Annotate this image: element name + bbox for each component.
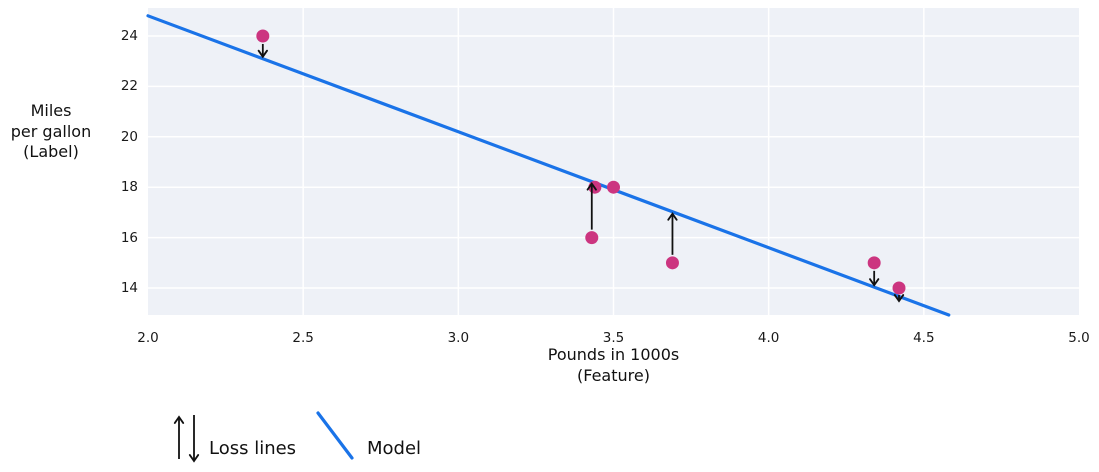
y-axis-label-line-1: Miles	[30, 101, 72, 120]
data-point	[585, 231, 599, 245]
x-tick-label: 2.5	[292, 330, 314, 346]
data-point	[665, 256, 679, 270]
model-line	[146, 14, 951, 317]
data-point	[256, 29, 270, 43]
y-tick-label: 18	[120, 179, 138, 196]
x-tick-label: 5.0	[1068, 330, 1090, 346]
x-tick-label: 3.5	[602, 330, 625, 346]
x-axis-label-line-2: (Feature)	[577, 365, 650, 385]
x-tick-label: 2.0	[137, 330, 159, 346]
data-point	[892, 281, 906, 295]
y-axis-label-line-3: (Label)	[23, 142, 79, 161]
x-tick-label: 4.5	[913, 330, 935, 346]
y-axis-label-line-2: per gallon	[10, 121, 92, 141]
legend-loss-lines-label: Loss lines	[209, 438, 297, 459]
y-tick-label: 14	[120, 280, 138, 297]
data-point	[588, 180, 602, 194]
x-tick-label: 4.0	[757, 330, 780, 346]
legend-model-line-icon	[316, 411, 354, 460]
x-tick-label: 3.0	[447, 330, 470, 346]
data-point	[607, 180, 620, 194]
data-point	[867, 256, 881, 270]
y-tick-label: 16	[120, 229, 138, 246]
legend-model-label: Model	[367, 438, 422, 459]
x-axis-label: Pounds in 1000s (Feature)	[463, 345, 764, 386]
x-axis-label-line-1: Pounds in 1000s	[547, 345, 680, 364]
y-tick-label: 22	[120, 78, 138, 95]
legend	[173, 411, 354, 463]
y-axis-label: Miles per gallon (Label)	[6, 101, 96, 163]
y-tick-label: 24	[120, 27, 138, 44]
y-tick-label: 20	[120, 128, 138, 145]
plot-group	[146, 8, 1079, 317]
